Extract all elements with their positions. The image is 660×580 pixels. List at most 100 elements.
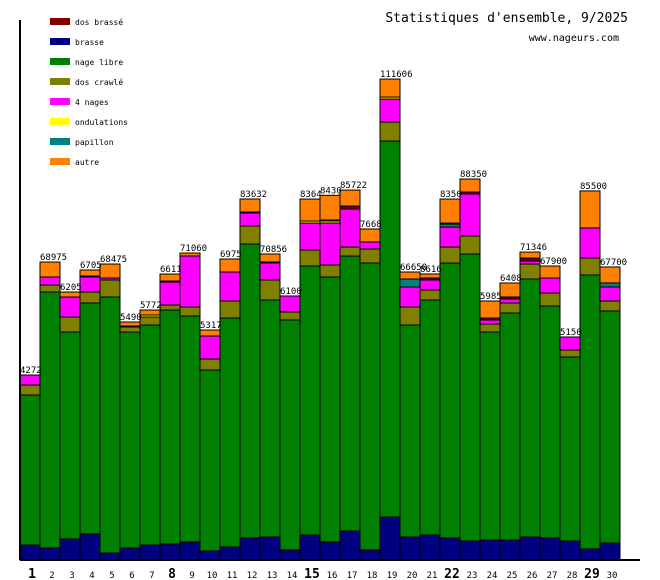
bar-segment-4-nages-day-17 bbox=[339, 208, 361, 248]
bar-segment-brasse-day-25 bbox=[499, 539, 521, 561]
bar-segment-nage-libre-day-12 bbox=[239, 243, 261, 539]
bar-segment-brasse-day-1 bbox=[19, 544, 41, 561]
bar-segment-autre-day-22 bbox=[439, 198, 461, 224]
total-label-day-20: 66650 bbox=[400, 263, 427, 273]
bar-segment-4-nages-day-10 bbox=[199, 335, 221, 360]
bar-segment-brasse-day-13 bbox=[259, 536, 281, 561]
legend-label-nage-libre: nage libre bbox=[75, 58, 123, 67]
bar-segment-dos-crawle-day-14 bbox=[279, 311, 301, 321]
bar-segment-dos-crawle-day-6 bbox=[119, 326, 141, 333]
bar-segment-brasse-day-16 bbox=[319, 541, 341, 561]
legend-label-dos-brasse: dos brassé bbox=[75, 17, 123, 27]
bar-segment-brasse-day-15 bbox=[299, 534, 321, 561]
bar-segment-dos-crawle-day-2 bbox=[39, 284, 61, 293]
bar-segment-autre-day-8 bbox=[159, 273, 181, 282]
bar-segment-autre-day-13 bbox=[259, 253, 281, 263]
legend-label-dos-crawle: dos crawlé bbox=[75, 77, 123, 87]
total-label-day-9: 71060 bbox=[180, 244, 207, 254]
x-tick-label: 9 bbox=[189, 571, 194, 580]
bar-segment-4-nages-day-21 bbox=[419, 279, 441, 291]
bar-segment-autre-day-17 bbox=[339, 189, 361, 207]
bar-segment-4-nages-day-14 bbox=[279, 295, 301, 313]
bar-segment-nage-libre-day-27 bbox=[539, 305, 561, 539]
bar-segment-autre-day-20 bbox=[399, 271, 421, 280]
bar-segment-4-nages-day-22 bbox=[439, 226, 461, 248]
total-label-day-26: 71346 bbox=[520, 243, 547, 253]
legend-label-brasse: brasse bbox=[75, 38, 104, 47]
x-tick-label: 11 bbox=[227, 571, 238, 580]
bar-segment-4-nages-day-12 bbox=[239, 212, 261, 227]
bar-segment-dos-crawle-day-28 bbox=[559, 349, 581, 358]
x-tick-label: 4 bbox=[89, 571, 94, 580]
bar-segment-dos-crawle-day-17 bbox=[339, 246, 361, 257]
x-tick-label: 16 bbox=[327, 571, 338, 580]
bar-segment-dos-crawle-day-4 bbox=[79, 291, 101, 304]
bar-segment-4-nages-day-1 bbox=[19, 374, 41, 386]
x-tick-label: 18 bbox=[367, 571, 378, 580]
bar-segment-dos-crawle-day-19 bbox=[379, 121, 401, 142]
bar-segment-brasse-day-8 bbox=[159, 543, 181, 561]
bar-segment-4-nages-day-8 bbox=[159, 281, 181, 306]
x-tick-label: 30 bbox=[607, 571, 618, 580]
bar-segment-dos-crawle-day-21 bbox=[419, 289, 441, 301]
chart-title: Statistiques d'ensemble, 9/2025 bbox=[385, 11, 628, 26]
legend-label-papillon: papillon bbox=[75, 138, 114, 147]
bar-segment-dos-crawle-day-12 bbox=[239, 225, 261, 245]
bar-segment-dos-crawle-day-7 bbox=[139, 316, 161, 326]
bar-segment-brasse-day-6 bbox=[119, 547, 141, 561]
x-tick-label: 26 bbox=[527, 571, 538, 580]
x-tick-label: 14 bbox=[287, 571, 298, 580]
bar-segment-dos-crawle-day-22 bbox=[439, 246, 461, 264]
total-label-day-12: 83632 bbox=[240, 190, 267, 200]
x-tick-label: 22 bbox=[444, 567, 460, 580]
bar-segment-autre-day-24 bbox=[479, 300, 501, 319]
bar-segment-autre-day-27 bbox=[539, 265, 561, 279]
x-tick-label: 24 bbox=[487, 571, 498, 580]
bar-segment-brasse-day-30 bbox=[599, 542, 621, 561]
x-tick-label: 15 bbox=[304, 567, 320, 580]
bar-segment-4-nages-day-19 bbox=[379, 98, 401, 123]
legend-swatch-nage-libre bbox=[50, 58, 70, 65]
bar-segment-dos-crawle-day-30 bbox=[599, 300, 621, 312]
bar-segment-brasse-day-22 bbox=[439, 537, 461, 561]
legend-label-4-nages: 4 nages bbox=[75, 98, 109, 107]
bar-segment-autre-day-23 bbox=[459, 178, 481, 193]
bar-segment-dos-crawle-day-11 bbox=[219, 300, 241, 319]
bar-segment-autre-day-11 bbox=[219, 258, 241, 273]
bar-segment-brasse-day-5 bbox=[99, 552, 121, 561]
total-label-day-11: 6975 bbox=[220, 250, 242, 260]
bar-segment-nage-libre-day-24 bbox=[479, 331, 501, 541]
total-label-day-27: 67900 bbox=[540, 257, 567, 267]
bar-segment-autre-day-26 bbox=[519, 251, 541, 259]
bar-segment-brasse-day-18 bbox=[359, 549, 381, 561]
x-tick-label: 10 bbox=[207, 571, 218, 580]
bar-segment-dos-crawle-day-27 bbox=[539, 292, 561, 307]
total-label-day-5: 68475 bbox=[100, 255, 127, 265]
x-tick-label: 27 bbox=[547, 571, 558, 580]
bar-segment-nage-libre-day-19 bbox=[379, 140, 401, 518]
bar-segment-dos-crawle-day-10 bbox=[199, 358, 221, 371]
bar-segment-nage-libre-day-4 bbox=[79, 302, 101, 535]
bar-segment-autre-day-2 bbox=[39, 261, 61, 278]
bar-segment-nage-libre-day-11 bbox=[219, 317, 241, 548]
bar-segment-4-nages-day-3 bbox=[59, 296, 81, 318]
bar-segment-dos-crawle-day-26 bbox=[519, 263, 541, 280]
bar-segment-dos-crawle-day-16 bbox=[319, 264, 341, 278]
bar-segment-dos-crawle-day-18 bbox=[359, 248, 381, 264]
bar-segment-dos-crawle-day-29 bbox=[579, 257, 601, 276]
bar-segment-4-nages-day-24 bbox=[479, 319, 501, 325]
x-tick-labels: 1 2 3 4 5 6 7 8 9 10 11 12 13 14 15 16 17 18 19 20 21 22 23 24 2… bbox=[28, 567, 617, 580]
legend-swatch-ondulations bbox=[50, 118, 70, 125]
bar-segment-brasse-day-23 bbox=[459, 540, 481, 561]
bar-segment-4-nages-day-29 bbox=[579, 227, 601, 259]
total-label-day-4: 6705 bbox=[80, 261, 102, 271]
total-label-day-8: 6611 bbox=[160, 265, 182, 275]
bar-segment-autre-day-5 bbox=[99, 263, 121, 279]
bar-segment-4-nages-day-2 bbox=[39, 276, 61, 286]
x-tick-label: 8 bbox=[168, 567, 176, 580]
bar-segment-dos-crawle-day-15 bbox=[299, 249, 321, 267]
bar-segment-4-nages-day-18 bbox=[359, 241, 381, 250]
bar-segment-brasse-day-9 bbox=[179, 541, 201, 561]
bar-segment-nage-libre-day-8 bbox=[159, 309, 181, 545]
legend-swatch-dos-brasse bbox=[50, 18, 70, 25]
